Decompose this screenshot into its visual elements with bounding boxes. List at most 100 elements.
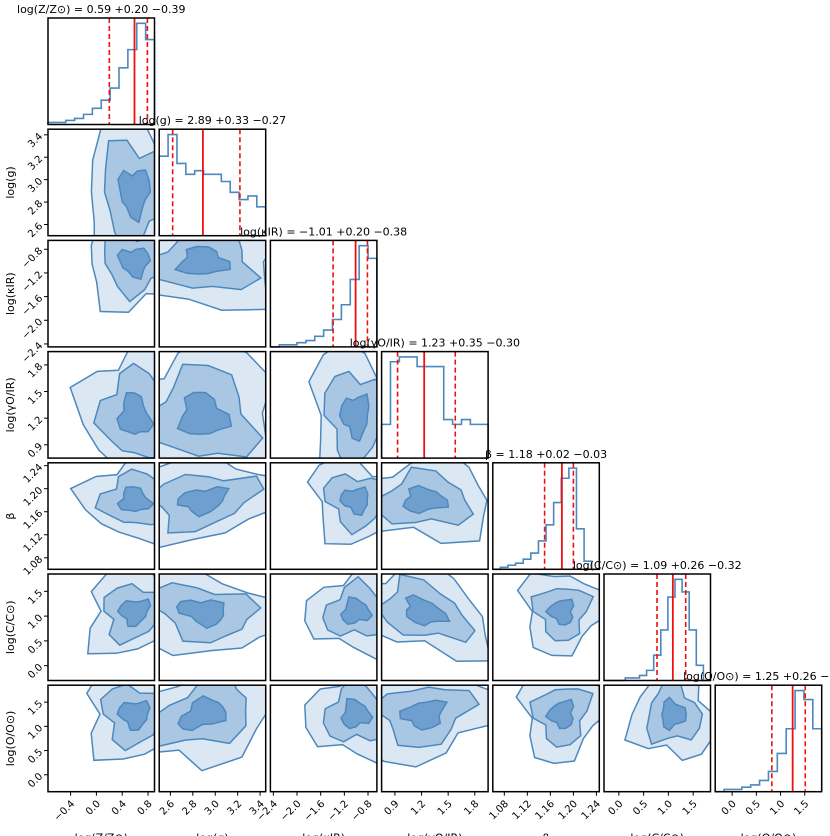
x-axis-label: log(κIR) [302,832,345,836]
x-axis-label: β [543,832,550,836]
panel-frame-diag-o [714,684,823,793]
x-axis-label: log(C/C⊙) [630,832,684,836]
panel-frame-k-b [269,462,378,571]
y-axis-label: log(γO/IR) [4,377,17,432]
contour-level-3 [117,169,152,224]
x-tick-label: 0.5 [631,799,650,818]
panel-frame-b-o [492,684,601,793]
panel-title-gam: log(γO/IR) = 1.23 +0.35 −0.30 [350,337,520,350]
y-tick-label: 1.2 [26,415,45,434]
x-tick-label: 3.0 [203,799,222,818]
y-axis-label: log(g) [4,166,17,198]
panel-frame-gam-o [380,684,489,793]
contours-c-o [623,685,711,762]
x-tick-label: 1.5 [436,799,455,818]
x-axis-label: log(O/O⊙) [741,832,797,836]
x-tick-label: 1.08 [487,799,511,823]
contour-level-3 [116,598,152,628]
x-axis-label: log(γO/IR) [407,832,462,836]
contours-b-o [515,685,600,765]
contours-g-gam [159,351,266,459]
histogram-k [270,244,378,348]
contour-level-3 [399,699,449,731]
panel-frame-k-gam [269,350,378,459]
contour-level-3 [339,596,374,626]
y-tick-label: 1.12 [22,531,46,555]
x-tick-label: 0.0 [720,799,739,818]
panel-frame-k-o [269,684,378,793]
contours-gam-b [381,462,488,545]
contour-level-3 [176,391,233,436]
x-tick-label: −2.0 [279,799,304,824]
contours-g-b [159,462,266,549]
contours-z-gam [69,351,155,459]
y-axis-label: log(κIR) [4,272,17,315]
x-tick-label: 1.12 [510,799,534,823]
panel-frame-gam-b [380,462,489,571]
contours-gam-o [381,685,489,768]
y-tick-label: −0.8 [20,246,45,271]
contour-level-3 [661,696,688,732]
y-tick-label: 3.4 [26,131,45,150]
panel-title-o: log(O/O⊙) = 1.25 +0.26 −0.43 [683,670,830,683]
x-tick-label: 1.0 [656,799,675,818]
y-tick-label: 0.9 [26,441,45,460]
x-tick-label: 2.8 [180,799,199,818]
panel-frame-g-gam [158,350,267,459]
y-tick-label: 1.0 [26,613,45,632]
contour-level-3 [338,392,370,443]
panel-frame-k-c [269,573,378,682]
contour-level-3 [116,485,155,513]
y-tick-label: 0.0 [26,662,45,681]
panel-title-z: log(Z/Z⊙) = 0.59 +0.20 −0.39 [17,3,185,16]
x-tick-label: −1.6 [302,799,327,824]
panel-frame-gam-c [380,573,489,682]
x-axis-label: log(Z/Z⊙) [75,832,128,836]
y-tick-label: 1.5 [26,388,45,407]
contour-level-3 [339,486,369,517]
contour-level-3 [340,697,374,730]
panel-frame-diag-c [603,573,712,682]
histogram-o [715,689,823,793]
contours-b-c [516,574,600,657]
y-axis-label: log(C/C⊙) [4,600,17,654]
x-tick-label: 1.20 [557,799,581,823]
histogram-g [158,133,267,236]
x-tick-label: −0.8 [350,799,375,824]
x-tick-label: −1.2 [326,799,351,824]
x-tick-label: 1.0 [768,799,787,818]
contour-level-3 [544,598,575,626]
x-tick-label: 1.5 [792,799,811,818]
contour-level-3 [544,698,575,730]
panel-frame-b-c [492,573,601,682]
contours-z-o [85,685,155,762]
x-axis-label: log(g) [196,832,228,836]
y-axis-label: log(O/O⊙) [4,711,17,767]
panel-frame-diag-gam [380,350,489,459]
contour-level-3 [173,245,231,275]
panel-frame-g-b [158,462,267,571]
panel-frame-diag-k [269,239,378,348]
contour-level-3 [116,247,152,281]
panel-title-g: log(g) = 2.89 +0.33 −0.27 [139,114,286,127]
panel-frame-z-c [47,573,156,682]
contours-k-gam [308,351,377,459]
y-tick-label: 1.08 [22,554,46,578]
panel-frame-diag-g [158,128,267,237]
y-tick-label: 1.0 [26,723,45,742]
contours-gam-c [381,574,489,663]
y-tick-label: 1.24 [22,462,46,486]
y-axis-label: β [4,513,17,520]
panel-frame-z-g [47,128,156,237]
contour-level-3 [175,599,225,630]
contours-g-o [159,685,266,772]
panel-frame-diag-z [47,17,156,126]
y-tick-label: 0.5 [26,747,45,766]
x-tick-label: 0.5 [744,799,763,818]
panel-frame-g-c [158,573,267,682]
contours-g-k [159,240,266,311]
x-tick-label: 1.8 [462,799,481,818]
x-tick-label: 0.4 [110,799,129,818]
x-tick-label: −0.4 [52,799,77,824]
